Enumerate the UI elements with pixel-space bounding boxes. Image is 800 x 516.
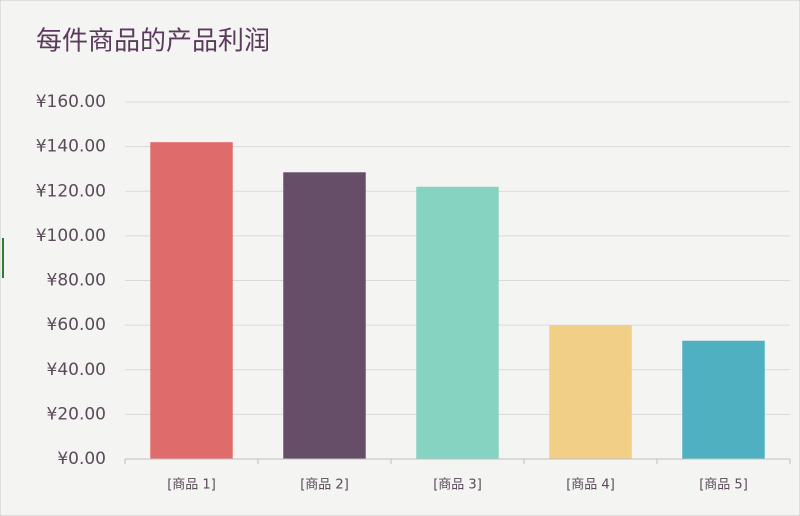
x-tick-label: [商品 2] bbox=[300, 478, 349, 493]
bar bbox=[416, 186, 499, 459]
chart-title: 每件商品的产品利润 bbox=[36, 27, 270, 57]
y-tick-label: ¥20.00 bbox=[47, 404, 106, 424]
y-tick-label: ¥140.00 bbox=[36, 137, 106, 157]
y-tick-label: ¥160.00 bbox=[36, 92, 106, 112]
x-tick-label: [商品 4] bbox=[566, 478, 615, 493]
bar bbox=[150, 142, 233, 459]
y-tick-label: ¥0.00 bbox=[57, 449, 106, 469]
x-tick-label: [商品 1] bbox=[167, 478, 216, 493]
y-tick-label: ¥60.00 bbox=[47, 315, 106, 335]
bar bbox=[549, 325, 632, 459]
x-tick-label: [商品 5] bbox=[699, 478, 748, 493]
y-tick-label: ¥120.00 bbox=[36, 181, 106, 201]
y-tick-label: ¥80.00 bbox=[47, 271, 106, 291]
y-tick-label: ¥100.00 bbox=[36, 226, 106, 246]
bar bbox=[283, 172, 366, 460]
y-tick-label: ¥40.00 bbox=[47, 360, 106, 380]
x-tick-label: [商品 3] bbox=[433, 478, 482, 493]
bar bbox=[682, 340, 765, 459]
